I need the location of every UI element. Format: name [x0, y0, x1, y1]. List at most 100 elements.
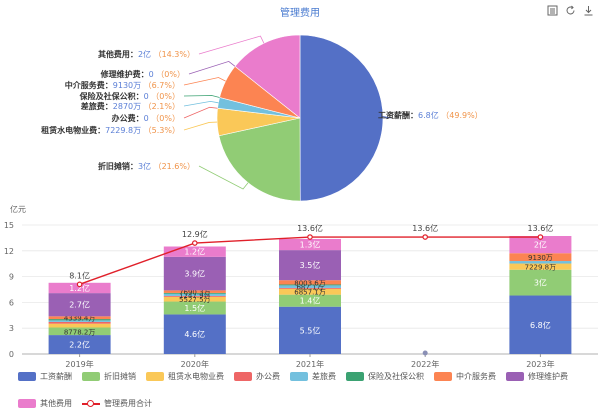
bar-segment[interactable]	[509, 295, 572, 354]
legend-label: 工资薪酬	[40, 372, 72, 381]
bar-segment[interactable]	[48, 327, 111, 336]
x-tick-label: 2019年	[65, 359, 93, 369]
total-point[interactable]	[76, 281, 83, 288]
total-label: 13.6亿	[412, 223, 438, 233]
legend-item[interactable]: 办公费	[234, 371, 280, 382]
color-swatch-icon	[434, 372, 452, 381]
legend-item[interactable]: 保险及社保公积	[346, 371, 424, 382]
bar-segment-label: 3亿	[534, 278, 547, 288]
pie-slice[interactable]	[299, 34, 384, 202]
total-label: 13.6亿	[527, 223, 553, 233]
legend-label: 办公费	[256, 372, 280, 381]
bar-segment[interactable]	[163, 290, 226, 293]
color-swatch-icon	[146, 372, 164, 381]
chart-legend: 工资薪酬 折旧摊销 租赁水电物业费 办公费 差旅费 保险及社保公积 中介服务费 修理维护费其他…	[18, 371, 598, 409]
legend-item[interactable]: 折旧摊销	[82, 371, 136, 382]
pie-label-line	[183, 121, 218, 131]
bar-segment-label: 7229.8万	[525, 264, 557, 272]
total-point[interactable]	[192, 240, 198, 246]
zero-marker	[422, 350, 428, 356]
color-swatch-icon	[346, 372, 364, 381]
bar-segment[interactable]	[163, 293, 226, 296]
bar-segment[interactable]	[279, 284, 341, 286]
bar-segment-label: 5527.5万	[179, 296, 211, 304]
bar-segment[interactable]	[509, 263, 572, 270]
legend-label: 中介服务费	[456, 372, 496, 381]
legend-item[interactable]: 管理费用合计	[82, 398, 152, 409]
bar-segment[interactable]	[48, 282, 111, 294]
bar-segment[interactable]	[279, 288, 341, 295]
bar-segment[interactable]	[163, 296, 226, 302]
bar-segment[interactable]	[163, 256, 226, 291]
bar-segment[interactable]	[48, 321, 111, 324]
y-tick-label: 0	[9, 350, 14, 359]
pie-label: 折旧摊销：3亿 （21.6%）	[98, 161, 195, 171]
bar-segment[interactable]	[48, 323, 111, 328]
legend-label: 管理费用合计	[104, 399, 152, 408]
y-tick-label: 15	[4, 221, 14, 230]
bar-segment[interactable]	[163, 295, 226, 297]
y-tick-label: 3	[9, 324, 14, 333]
chart-title: 管理费用	[280, 8, 320, 19]
total-label: 8.1亿	[69, 270, 90, 280]
bar-segment-label: 1.2亿	[69, 283, 90, 293]
bar-segment[interactable]	[163, 246, 226, 257]
legend-item[interactable]: 修理维护费	[506, 371, 568, 382]
x-tick-label: 2021年	[296, 359, 324, 369]
total-point[interactable]	[307, 234, 313, 240]
pie-slice[interactable]	[218, 117, 301, 202]
bar-segment-label: 9130万	[528, 254, 553, 262]
bar-segment[interactable]	[279, 238, 341, 251]
bar-segment[interactable]	[279, 250, 341, 281]
x-tick-label: 2022年	[411, 359, 439, 369]
legend-label: 保险及社保公积	[368, 372, 424, 381]
bar-segment[interactable]	[48, 319, 111, 321]
legend-item[interactable]: 租赁水电物业费	[146, 371, 224, 382]
bar-segment[interactable]	[48, 316, 111, 320]
pie-label-line	[183, 100, 219, 107]
line-legend-icon	[82, 399, 100, 408]
bar-segment[interactable]	[509, 253, 572, 262]
legend-item[interactable]: 差旅费	[290, 371, 336, 382]
bar-segment[interactable]	[279, 306, 341, 354]
refresh-icon[interactable]	[564, 4, 576, 16]
bar-segment[interactable]	[48, 320, 111, 322]
pie-label-line	[198, 165, 249, 190]
bar-segment[interactable]	[279, 285, 341, 288]
bar-segment[interactable]	[163, 314, 226, 354]
bar-segment[interactable]	[279, 280, 341, 285]
data-view-icon[interactable]	[546, 4, 558, 16]
pie-label: 其他费用：2亿 （14.3%）	[98, 49, 195, 59]
total-point[interactable]	[422, 234, 429, 240]
pie-chart: 工资薪酬：6.8亿 （49.9%） 折旧摊销：3亿 （21.6%） 租赁水电物业费：…	[41, 34, 483, 202]
bar-segment[interactable]	[279, 287, 341, 289]
bar-segment-label: 3.9亿	[184, 269, 205, 279]
pie-label: 修理维护费：0 （0%）	[100, 69, 185, 79]
bar-segment-label: 687.1万	[296, 284, 323, 292]
bar-segment-label: 4.6亿	[184, 329, 205, 339]
color-swatch-icon	[506, 372, 524, 381]
stacked-bar-chart: 亿元 0 3 6 9 12 15 2019年 2.2亿 8778.2万 4339.4万 2.7亿 1.2…	[4, 204, 598, 369]
total-label: 12.9亿	[182, 229, 208, 239]
color-swatch-icon	[290, 372, 308, 381]
pie-label: 租赁水电物业费：7229.8万 （5.3%）	[41, 125, 180, 135]
bar-segment[interactable]	[509, 236, 572, 254]
legend-item[interactable]: 工资薪酬	[18, 371, 72, 382]
bar-segment[interactable]	[163, 301, 226, 315]
bar-segment[interactable]	[48, 293, 111, 317]
bar-segment-label: 8778.2万	[64, 328, 96, 336]
bar-segment[interactable]	[48, 335, 111, 354]
bar-segment[interactable]	[509, 261, 572, 264]
legend-label: 其他费用	[40, 399, 72, 408]
download-icon[interactable]	[582, 4, 594, 16]
bar-segment-label: 1.5亿	[184, 303, 205, 313]
legend-label: 租赁水电物业费	[168, 372, 224, 381]
bar-segment[interactable]	[279, 294, 341, 307]
legend-item[interactable]: 中介服务费	[434, 371, 496, 382]
bar-segment[interactable]	[163, 292, 226, 294]
bar-segment-label: 1.4亿	[300, 296, 321, 306]
legend-item[interactable]: 其他费用	[18, 398, 72, 409]
bar-segment[interactable]	[509, 269, 572, 296]
bar-segment-label: 2.7亿	[69, 300, 90, 310]
total-point[interactable]	[537, 234, 544, 240]
